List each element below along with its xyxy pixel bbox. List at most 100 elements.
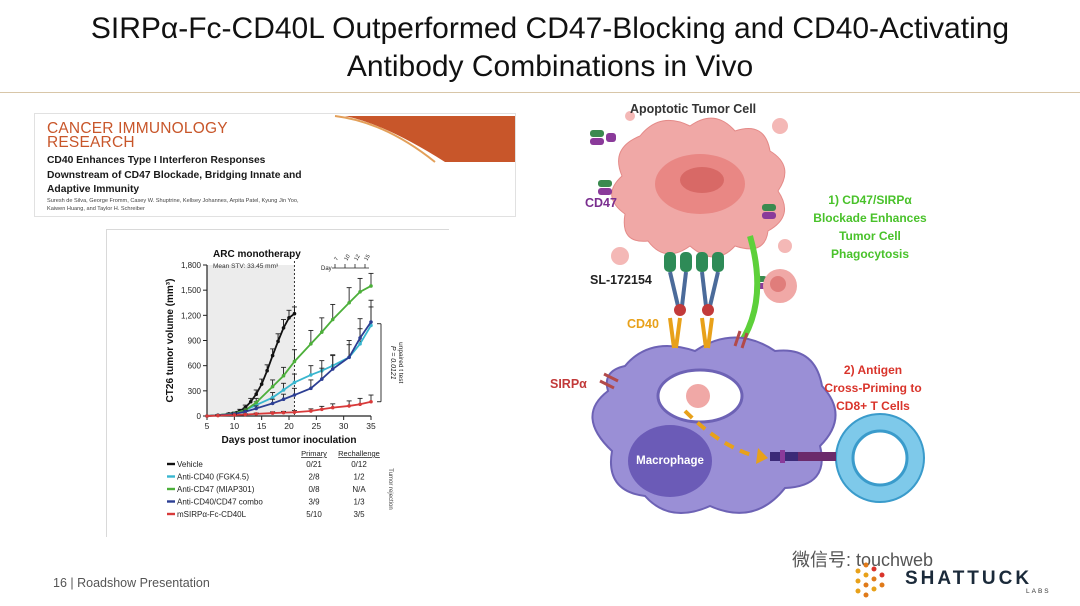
shattuck-brand-sub: LABS bbox=[1026, 588, 1051, 595]
journal-name-line-2: RESEARCH bbox=[47, 134, 135, 151]
data-point bbox=[292, 359, 297, 364]
cd40-label: CD40 bbox=[627, 317, 659, 331]
tumor-growth-chart-card: 0 300 600 900 1,200 1,500 1,800 5 10 15 20 25 30 35 D… bbox=[106, 229, 450, 538]
data-point bbox=[292, 393, 297, 397]
legend-primary-value: 2/8 bbox=[308, 473, 320, 482]
legend-rechallenge-value: N/A bbox=[352, 485, 366, 494]
data-point bbox=[243, 410, 248, 414]
chart-title: ARC monotherapy bbox=[213, 249, 301, 260]
data-point bbox=[270, 411, 275, 415]
paper-authors-line-2: Kaiwen Huang, and Taylor H. Schreiber bbox=[47, 206, 145, 212]
legend-label: mSIRPα-Fc-CD40L bbox=[177, 510, 247, 519]
sl-172154-label: SL-172154 bbox=[590, 273, 652, 287]
y-tick-label: 0 bbox=[197, 412, 202, 421]
tumor-growth-chart: 0 300 600 900 1,200 1,500 1,800 5 10 15 20 25 30 35 D… bbox=[107, 230, 450, 538]
data-point bbox=[330, 405, 335, 410]
x-tick-label: 10 bbox=[230, 421, 240, 431]
data-point bbox=[287, 316, 291, 320]
sirpa-receptor-icon bbox=[599, 330, 749, 390]
step-2-line-1: 2) Antigen bbox=[844, 363, 902, 377]
paper-title-line-2: Downstream of CD47 Blockade, Bridging In… bbox=[47, 169, 302, 181]
wechat-watermark: 微信号: touchweb bbox=[792, 550, 934, 570]
legend-rechallenge-value: 1/2 bbox=[353, 473, 365, 482]
macrophage-label: Macrophage bbox=[636, 455, 704, 467]
step-2-line-3: CD8+ T Cells bbox=[836, 399, 910, 413]
data-point bbox=[347, 404, 351, 408]
y-tick-label: 1,500 bbox=[181, 286, 202, 295]
step-1-line-4: Phagocytosis bbox=[831, 247, 909, 261]
y-axis-label: CT26 tumor volume (mm³) bbox=[165, 279, 176, 403]
data-point bbox=[369, 320, 373, 324]
paper-title-line-1: CD40 Enhances Type I Interferon Response… bbox=[47, 155, 266, 166]
data-point bbox=[281, 388, 286, 392]
data-point bbox=[320, 377, 324, 381]
legend-rechallenge-value: 3/5 bbox=[353, 510, 365, 519]
data-point bbox=[309, 373, 313, 377]
step-2-line-2: Cross-Priming to bbox=[824, 381, 921, 395]
journal-name-line-1: CANCER IMMUNOLOGY bbox=[47, 120, 228, 137]
antigen-presentation-path bbox=[683, 409, 756, 458]
title-divider bbox=[0, 92, 1080, 93]
data-point bbox=[254, 400, 258, 405]
schedule-day-label: Day bbox=[321, 266, 332, 272]
data-point bbox=[205, 414, 209, 418]
paper-citation-card: CANCER IMMUNOLOGY RESEARCH CD40 Enhances… bbox=[34, 113, 516, 217]
data-point bbox=[320, 407, 324, 412]
treatment-window-shade bbox=[207, 265, 295, 416]
data-point bbox=[281, 410, 286, 415]
y-tick-label: 1,800 bbox=[181, 261, 202, 270]
slide-title-line-2: Antibody Combinations in Vivo bbox=[346, 50, 754, 83]
data-point bbox=[292, 311, 297, 316]
legend-label: Vehicle bbox=[177, 460, 203, 469]
data-point bbox=[232, 413, 237, 417]
data-point bbox=[320, 330, 324, 334]
data-point bbox=[281, 326, 286, 330]
legend-primary-value: 0/21 bbox=[306, 460, 322, 469]
paper-authors-line-1: Suresh de Silva, George Fromm, Casey W. … bbox=[47, 198, 299, 204]
data-point bbox=[216, 413, 220, 418]
mechanism-diagram: Apoptotic Tumor Cell CD47 SL-172154 1) C… bbox=[550, 102, 927, 514]
data-point bbox=[270, 395, 275, 400]
data-point bbox=[270, 384, 275, 389]
schedule-day: 15 bbox=[364, 254, 372, 262]
data-point bbox=[358, 342, 362, 346]
step-2-text: 2) Antigen Cross-Priming to CD8+ T Cells bbox=[824, 363, 921, 413]
x-tick-label: 15 bbox=[257, 421, 267, 431]
legend-rechallenge-value: 1/3 bbox=[353, 498, 365, 507]
x-tick-label: 25 bbox=[312, 421, 322, 431]
data-point bbox=[358, 290, 362, 294]
paper-title: CD40 Enhances Type I Interferon Response… bbox=[47, 154, 347, 198]
data-point bbox=[281, 373, 286, 378]
paper-authors: Suresh de Silva, George Fromm, Casey W. … bbox=[47, 197, 427, 213]
macrophage-cell bbox=[591, 336, 837, 514]
x-tick-label: 5 bbox=[205, 421, 210, 431]
data-point bbox=[248, 399, 253, 404]
series-line bbox=[206, 321, 372, 417]
data-point bbox=[330, 367, 335, 371]
data-point bbox=[292, 410, 297, 415]
data-point bbox=[254, 406, 258, 411]
schedule-day: 12 bbox=[354, 254, 362, 262]
data-point bbox=[358, 336, 362, 340]
x-tick-label: 35 bbox=[366, 421, 376, 431]
data-point bbox=[254, 412, 258, 416]
legend-label: Anti-CD40 (FGK4.5) bbox=[177, 473, 249, 482]
data-point bbox=[369, 284, 373, 288]
shattuck-logo-icon bbox=[855, 562, 885, 598]
data-point bbox=[281, 397, 286, 402]
journal-swoosh-graphic bbox=[334, 115, 515, 163]
slide-title: SIRPα-Fc-CD40L Outperformed CD47-Blockin… bbox=[40, 10, 1060, 86]
x-axis-label: Days post tumor inoculation bbox=[221, 435, 356, 446]
tumor-fragment-icon bbox=[763, 269, 797, 303]
data-point bbox=[347, 355, 351, 360]
cd47-label: CD47 bbox=[585, 196, 617, 210]
p-value-label: P = 0.0121 bbox=[389, 346, 396, 380]
y-tick-label: 900 bbox=[188, 337, 202, 346]
legend-rechallenge-value: 0/12 bbox=[351, 460, 367, 469]
x-tick-label: 20 bbox=[284, 421, 294, 431]
data-point bbox=[254, 392, 258, 396]
apoptotic-tumor-cell bbox=[611, 111, 792, 265]
shattuck-brand-name: SHATTUCK bbox=[905, 568, 1033, 589]
data-point bbox=[309, 342, 313, 346]
